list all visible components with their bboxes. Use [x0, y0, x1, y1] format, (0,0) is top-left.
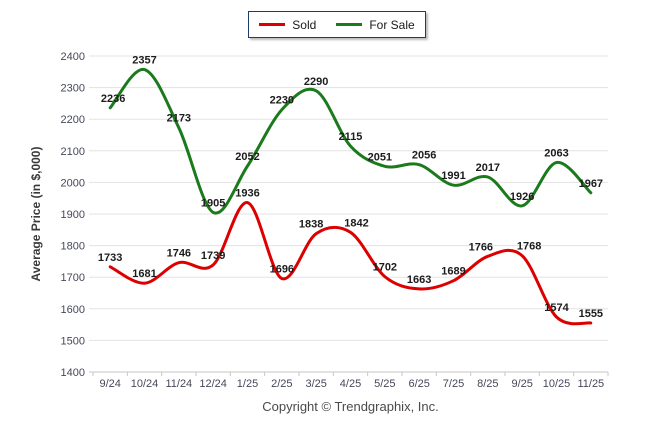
chart-legend: Sold For Sale: [248, 11, 426, 38]
data-label: 1838: [299, 219, 323, 231]
data-label: 1663: [407, 274, 431, 286]
data-label: 2051: [368, 151, 392, 163]
x-tick-label: 5/25: [374, 378, 395, 390]
data-labels-for-sale: 2236 2357 2173 1905 2052 2230 2290 2115 2051 2056…: [101, 55, 603, 210]
y-tick-label: 2100: [61, 146, 85, 158]
y-axis-title: Average Price (in $,000): [29, 147, 43, 282]
data-label: 1681: [132, 268, 156, 280]
data-label: 1936: [235, 188, 259, 200]
x-tick-label: 9/24: [99, 378, 120, 390]
legend-label-for-sale: For Sale: [369, 17, 415, 32]
x-tick-label: 12/24: [199, 378, 227, 390]
x-axis-tick-labels: 9/24 10/24 11/24 12/24 1/25 2/25 3/25 4/25 5/25 6…: [99, 378, 604, 390]
data-labels-sold: 1733 1681 1746 1739 1936 1696 1838 1842 1702 1663…: [98, 188, 603, 320]
x-tick-label: 11/24: [165, 378, 192, 390]
x-axis: [92, 372, 609, 376]
data-label: 2063: [544, 147, 568, 159]
y-tick-label: 1400: [61, 367, 85, 379]
data-label: 2052: [235, 151, 259, 163]
data-label: 1768: [517, 241, 541, 253]
x-tick-label: 10/24: [131, 378, 159, 390]
data-label: 2236: [101, 93, 125, 105]
x-tick-label: 3/25: [305, 378, 326, 390]
y-tick-label: 1600: [61, 304, 85, 316]
data-label: 1905: [201, 197, 225, 209]
data-label: 1746: [167, 248, 191, 260]
data-label: 1842: [344, 217, 368, 229]
legend-item-sold[interactable]: Sold: [259, 18, 316, 32]
legend-item-for-sale[interactable]: For Sale: [336, 17, 415, 32]
data-label: 2017: [476, 162, 500, 174]
x-tick-label: 6/25: [408, 378, 429, 390]
data-label: 2357: [132, 55, 156, 67]
x-tick-label: 8/25: [477, 378, 498, 390]
data-label: 1574: [544, 302, 569, 314]
data-label: 1689: [441, 266, 465, 278]
legend-label-sold: Sold: [292, 17, 317, 32]
x-tick-label: 2/25: [271, 378, 292, 390]
y-tick-label: 1900: [61, 209, 85, 221]
gridlines: [89, 55, 608, 373]
x-tick-label: 1/25: [237, 378, 258, 390]
y-tick-label: 2200: [61, 114, 85, 126]
y-tick-label: 1500: [61, 335, 85, 347]
y-tick-label: 1800: [61, 241, 85, 253]
y-tick-label: 2000: [61, 177, 85, 189]
data-label: 2173: [167, 113, 191, 125]
sold-line-swatch: [259, 23, 286, 26]
data-label: 1739: [201, 250, 225, 262]
data-label: 1555: [579, 308, 603, 320]
series-line-sold: [108, 201, 593, 326]
data-label: 2056: [412, 150, 436, 162]
y-tick-label: 1700: [61, 272, 85, 284]
data-label: 1766: [469, 241, 493, 253]
y-tick-label: 2400: [61, 51, 85, 63]
series-line-for-sale: [108, 68, 593, 215]
x-tick-label: 10/25: [543, 378, 571, 390]
x-tick-label: 7/25: [443, 378, 464, 390]
y-tick-label: 2300: [61, 83, 85, 95]
for-sale-line-swatch: [336, 23, 363, 26]
data-label: 1733: [98, 252, 122, 264]
x-tick-label: 9/25: [511, 378, 532, 390]
copyright-text: Copyright © Trendgraphix, Inc.: [262, 399, 439, 414]
y-axis-tick-labels: 1400 1500 1600 1700 1800 1900 2000 2100 2200 2300…: [61, 51, 85, 379]
data-label: 1696: [270, 263, 294, 275]
data-label: 1991: [441, 170, 465, 182]
data-label: 2115: [339, 131, 363, 143]
x-tick-label: 11/25: [577, 378, 604, 390]
data-label: 1702: [373, 262, 397, 274]
data-label: 1926: [510, 191, 534, 203]
data-label: 1967: [579, 178, 603, 190]
data-label: 2290: [304, 76, 328, 88]
x-tick-label: 4/25: [340, 378, 361, 390]
data-label: 2230: [270, 95, 294, 107]
